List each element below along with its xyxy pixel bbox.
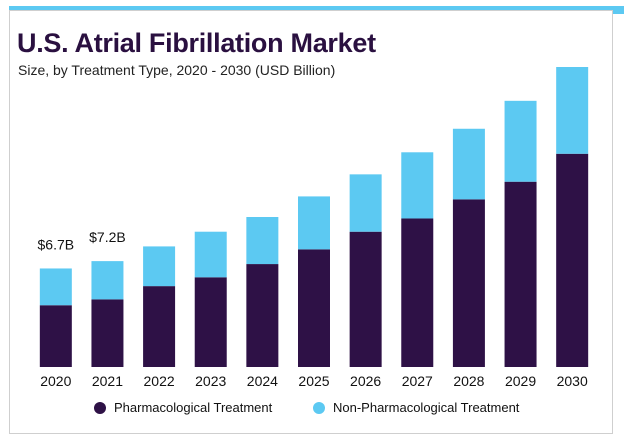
bar-non-pharmacological-2020 bbox=[39, 268, 72, 306]
legend-label-pharmacological: Pharmacological Treatment bbox=[114, 400, 273, 415]
bar-pharmacological-2025 bbox=[298, 249, 330, 367]
bar-non-pharmacological-2027 bbox=[401, 152, 434, 219]
bar-non-pharmacological-2023 bbox=[194, 231, 227, 278]
bar-pharmacological-2024 bbox=[246, 264, 279, 367]
legend: Pharmacological Treatment Non-Pharmacolo… bbox=[0, 400, 624, 420]
bar-pharmacological-2023 bbox=[194, 277, 227, 367]
bar-non-pharmacological-2030 bbox=[556, 67, 589, 154]
legend-dot-non-pharmacological-icon bbox=[313, 401, 325, 414]
x-tick-label-2022: 2022 bbox=[144, 373, 175, 389]
x-tick-label-2025: 2025 bbox=[298, 373, 329, 389]
bar-non-pharmacological-2029 bbox=[504, 100, 537, 182]
x-tick-label-2021: 2021 bbox=[92, 373, 123, 389]
x-tick-label-2030: 2030 bbox=[557, 373, 588, 389]
bar-non-pharmacological-2026 bbox=[349, 174, 382, 232]
x-tick-label-2023: 2023 bbox=[195, 373, 226, 389]
bar-non-pharmacological-2021 bbox=[91, 261, 124, 300]
bar-pharmacological-2029 bbox=[504, 181, 537, 367]
bar-pharmacological-2027 bbox=[401, 218, 434, 367]
bar-pharmacological-2020 bbox=[39, 305, 72, 367]
data-label-2021: $7.2B bbox=[89, 229, 126, 245]
bar-non-pharmacological-2022 bbox=[143, 246, 176, 287]
legend-item-pharmacological: Pharmacological Treatment bbox=[94, 400, 272, 415]
bar-non-pharmacological-2024 bbox=[246, 217, 279, 265]
bar-pharmacological-2026 bbox=[349, 231, 382, 367]
chart-title: U.S. Atrial Fibrillation Market bbox=[17, 28, 376, 58]
x-tick-label-2029: 2029 bbox=[505, 373, 536, 389]
bar-pharmacological-2021 bbox=[91, 299, 124, 367]
bar-pharmacological-2028 bbox=[452, 199, 485, 367]
bar-non-pharmacological-2028 bbox=[452, 128, 485, 200]
chart-subtitle: Size, by Treatment Type, 2020 - 2030 (US… bbox=[18, 62, 336, 78]
x-tick-label-2026: 2026 bbox=[350, 373, 381, 389]
x-tick-label-2020: 2020 bbox=[40, 373, 71, 389]
legend-item-non-pharmacological: Non-Pharmacological Treatment bbox=[313, 400, 519, 415]
x-tick-label-2027: 2027 bbox=[402, 373, 433, 389]
x-tick-label-2024: 2024 bbox=[247, 373, 278, 389]
legend-label-non-pharmacological: Non-Pharmacological Treatment bbox=[333, 400, 520, 415]
legend-dot-pharmacological-icon bbox=[94, 401, 106, 414]
bar-pharmacological-2022 bbox=[143, 286, 176, 367]
x-tick-label-2028: 2028 bbox=[453, 373, 484, 389]
bar-pharmacological-2030 bbox=[556, 153, 589, 367]
bar-non-pharmacological-2025 bbox=[298, 196, 330, 250]
data-label-2020: $6.7B bbox=[38, 236, 75, 252]
